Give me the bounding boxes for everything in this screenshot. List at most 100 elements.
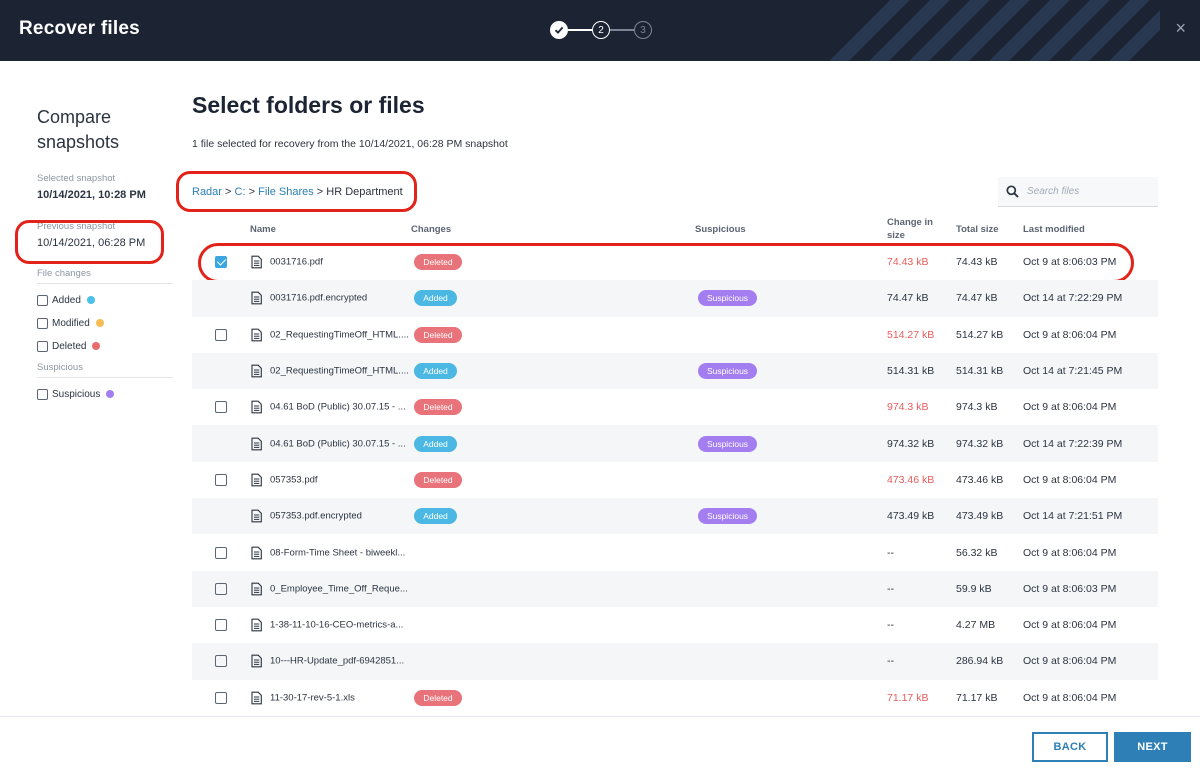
table-header: Name Changes Suspicious Change in size T… [192,213,1158,244]
file-name[interactable]: 02_RequestingTimeOff_HTML.... [270,329,409,341]
filter-deleted[interactable]: Deleted [37,339,177,353]
step-3-future: 3 [634,21,652,39]
file-icon [251,292,262,305]
file-name[interactable]: 04.61 BoD (Public) 30.07.15 - ... [270,438,406,450]
table-row[interactable]: 0031716.pdf Deleted 74.43 kB 74.43 kB Oct 9 … [192,244,1158,280]
col-suspicious[interactable]: Suspicious [695,224,746,235]
row-checkbox[interactable] [215,401,227,414]
checkbox[interactable] [37,294,48,306]
table-row[interactable]: 11-30-17-rev-5-1.xls Deleted 71.17 kB 71.17… [192,680,1158,716]
col-name[interactable]: Name [250,224,276,235]
row-checkbox[interactable] [215,691,227,704]
total-size: 4.27 MB [956,619,996,632]
total-size: 974.32 kB [956,437,1004,450]
change-in-size: 974.3 kB [887,401,929,414]
selection-summary: 1 file selected for recovery from the 10… [192,138,508,150]
file-name[interactable]: 057353.pdf.encrypted [270,510,362,522]
col-total-size[interactable]: Total size [956,224,999,235]
filter-added[interactable]: Added [37,293,177,307]
selected-snapshot-label: Selected snapshot [37,173,116,184]
change-badge: Deleted [414,326,462,343]
breadcrumb-file-shares[interactable]: File Shares [258,186,314,198]
row-checkbox[interactable] [215,328,227,341]
table-row[interactable]: 057353.pdf Deleted 473.46 kB 473.46 kB Oct 9… [192,462,1158,498]
table-row[interactable]: 057353.pdf.encrypted Added Suspicious 473.4… [192,498,1158,535]
file-icon [251,473,262,487]
checkmark-icon [554,26,564,34]
next-button[interactable]: NEXT [1114,732,1191,762]
file-name[interactable]: 04.61 BoD (Public) 30.07.15 - ... [270,401,406,413]
file-name[interactable]: 08-Form-Time Sheet - biweekl... [270,547,406,559]
total-size: 514.27 kB [956,328,1004,341]
change-in-size: 473.46 kB [887,473,935,486]
file-icon [251,618,262,632]
row-checkbox[interactable] [215,256,227,269]
previous-snapshot-label: Previous snapshot [37,221,116,232]
row-checkbox[interactable] [215,582,227,595]
file-name[interactable]: 11-30-17-rev-5-1.xls [270,692,355,704]
change-badge: Added [414,290,457,307]
header-decoration [830,0,1160,61]
row-checkbox[interactable] [215,473,227,486]
col-change-size-line2[interactable]: size [887,230,905,241]
search-input[interactable] [1027,186,1147,197]
table-body: 0031716.pdf Deleted 74.43 kB 74.43 kB Oct 9 … [192,244,1158,716]
file-name[interactable]: 057353.pdf [270,474,318,486]
breadcrumb-separator: > [316,186,324,198]
checkbox[interactable] [37,317,48,329]
table-row[interactable]: 0031716.pdf.encrypted Added Suspicious 74.4… [192,280,1158,317]
table-row[interactable]: 1-38-11-10-16-CEO-metrics-a... -- 4.27 MB O… [192,607,1158,643]
step-connector [568,29,592,31]
close-icon[interactable]: × [1175,18,1186,38]
total-size: 286.94 kB [956,655,1004,668]
last-modified: Oct 9 at 8:06:04 PM [1023,328,1117,341]
table-row[interactable]: 02_RequestingTimeOff_HTML.... Deleted 514.… [192,317,1158,353]
checkbox[interactable] [37,340,48,352]
file-name[interactable]: 10---HR-Update_pdf-6942851... [270,655,405,667]
total-size: 56.32 kB [956,546,998,559]
last-modified: Oct 9 at 8:06:03 PM [1023,582,1117,595]
total-size: 71.17 kB [956,691,998,704]
col-last-modified[interactable]: Last modified [1023,224,1085,235]
breadcrumb-c-drive[interactable]: C: [234,186,246,198]
progress-stepper: 2 3 [550,20,652,40]
file-name[interactable]: 0_Employee_Time_Off_Reque... [270,583,408,595]
file-name[interactable]: 0031716.pdf [270,256,323,268]
total-size: 74.47 kB [956,292,998,305]
change-badge: Added [414,435,457,452]
row-checkbox[interactable] [215,546,227,559]
file-name[interactable]: 1-38-11-10-16-CEO-metrics-a... [270,619,404,631]
suspicious-badge: Suspicious [698,290,757,307]
change-in-size: 974.32 kB [887,437,935,450]
change-badge: Deleted [414,254,462,271]
change-badge: Added [414,508,457,525]
checkbox[interactable] [37,388,48,400]
file-name[interactable]: 02_RequestingTimeOff_HTML.... [270,365,409,377]
row-checkbox[interactable] [215,655,227,668]
modified-dot-icon [95,319,104,327]
table-row[interactable]: 0_Employee_Time_Off_Reque... -- 59.9 kB Oct… [192,570,1158,607]
change-badge: Deleted [414,399,462,416]
selected-snapshot-value: 10/14/2021, 10:28 PM [37,189,146,201]
suspicious-dot-icon [106,390,115,398]
breadcrumb-radar[interactable]: Radar [192,186,222,198]
file-name[interactable]: 0031716.pdf.encrypted [270,292,368,304]
table-row[interactable]: 04.61 BoD (Public) 30.07.15 - ... Deleted… [192,389,1158,425]
col-change-size-line1[interactable]: Change in [887,217,933,228]
table-row[interactable]: 08-Form-Time Sheet - biweekl... -- 56.32 k… [192,534,1158,570]
filter-modified[interactable]: Modified [37,316,177,330]
page-title: Select folders or files [192,92,425,118]
change-badge: Deleted [414,689,462,706]
row-checkbox[interactable] [215,619,227,632]
filter-suspicious[interactable]: Suspicious [37,387,177,401]
table-row[interactable]: 02_RequestingTimeOff_HTML.... Added Suspic… [192,352,1158,390]
search-box[interactable] [998,177,1158,207]
col-changes[interactable]: Changes [411,224,452,235]
change-in-size: -- [887,655,894,668]
step-connector [610,29,634,31]
table-row[interactable]: 04.61 BoD (Public) 30.07.15 - ... Added Su… [192,425,1158,462]
change-in-size: 74.43 kB [887,256,929,269]
back-button[interactable]: BACK [1032,732,1108,762]
table-row[interactable]: 10---HR-Update_pdf-6942851... -- 286.94 kB… [192,643,1158,680]
file-icon [251,509,262,523]
